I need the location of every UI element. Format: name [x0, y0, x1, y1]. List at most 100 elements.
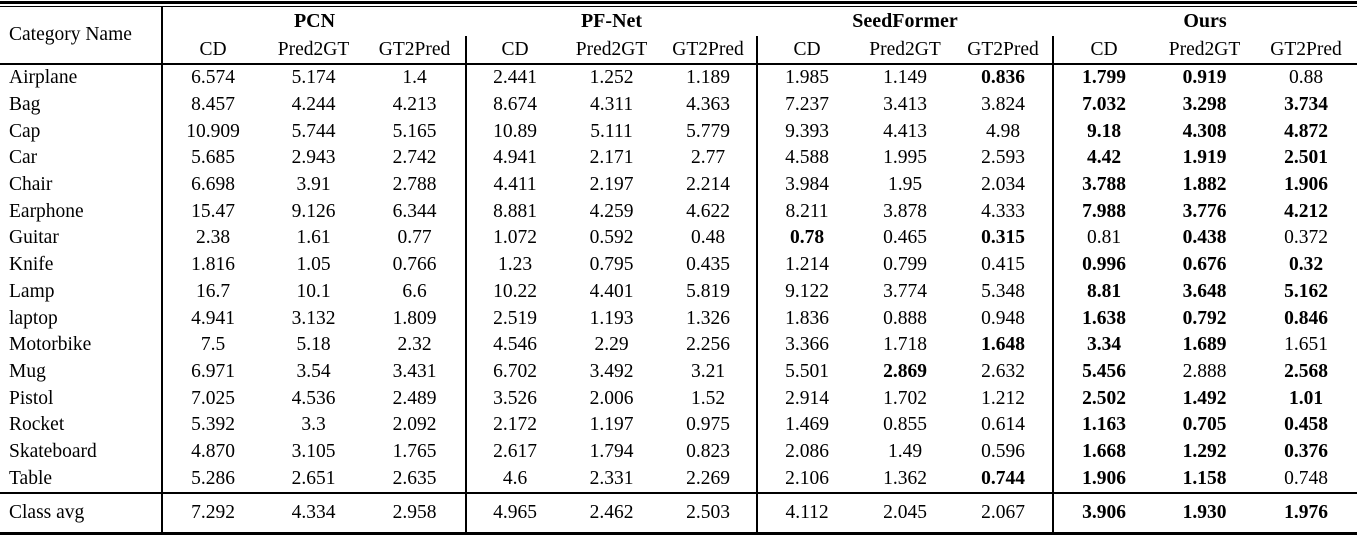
value-cell: 4.941: [465, 145, 564, 172]
table-bottom-rule: [0, 532, 1357, 535]
value-cell: 9.126: [291, 200, 336, 222]
group-header-row: Category Name PCN PF-Net SeedFormer Ours: [0, 7, 1357, 65]
value-cell: 2.197: [589, 174, 634, 196]
category-cell: Guitar: [9, 227, 59, 249]
value-cell: 1.05: [296, 254, 331, 276]
value-cell: 0.792: [1182, 307, 1227, 329]
value-cell: 2.067: [954, 492, 1054, 532]
value-cell: 2.519: [465, 305, 564, 332]
category-cell: Skateboard: [9, 440, 97, 462]
value-cell: 2.006: [589, 387, 634, 409]
value-cell: 1.189: [686, 67, 730, 89]
category-cell: Mug: [9, 360, 46, 382]
category-cell: Lamp: [9, 280, 55, 302]
value-cell: 0.376: [1284, 440, 1328, 462]
value-cell: 2.045: [856, 492, 955, 532]
column-header-cd: CD: [1052, 36, 1155, 65]
column-header-pred2gt: Pred2GT: [563, 36, 661, 65]
table-row: Bag 8.457 4.244 4.213 8.674 4.311 4.363 7.237 3.…: [0, 91, 1357, 119]
value-cell: 0.592: [589, 227, 634, 249]
value-cell: 2.331: [589, 467, 634, 489]
value-cell: 1.794: [589, 440, 634, 462]
value-cell: 0.372: [1284, 227, 1328, 249]
value-cell: 7.292: [161, 492, 263, 532]
value-cell: 4.42: [1052, 145, 1155, 172]
value-cell: 0.438: [1182, 227, 1227, 249]
table-body: Airplane 6.574 5.174 1.4 2.441 1.252 1.189 1.98…: [0, 64, 1357, 493]
value-cell: 1.214: [756, 251, 857, 279]
table-row: Rocket 5.392 3.3 2.092 2.172 1.197 0.975 1.469 0…: [0, 411, 1357, 439]
value-cell: 1.689: [1182, 334, 1227, 356]
value-cell: 4.965: [465, 492, 564, 532]
value-cell: 1.809: [392, 307, 437, 329]
column-header-pred2gt: Pred2GT: [263, 36, 364, 65]
category-cell: Motorbike: [9, 334, 92, 356]
table-footer: Class avg 7.292 4.334 2.958 4.965 2.462 2.503 4…: [0, 492, 1357, 532]
value-cell: 4.363: [686, 94, 730, 116]
value-cell: 3.91: [296, 174, 331, 196]
table-row: Airplane 6.574 5.174 1.4 2.441 1.252 1.189 1.98…: [0, 64, 1357, 92]
value-cell: 4.334: [263, 492, 364, 532]
value-cell: 4.401: [589, 280, 634, 302]
value-cell: 15.47: [161, 198, 263, 226]
value-cell: 10.909: [161, 118, 263, 146]
value-cell: 8.211: [756, 198, 857, 226]
value-cell: 1.985: [756, 64, 857, 92]
table-row: Guitar 2.38 1.61 0.77 1.072 0.592 0.48 0.78 0.46…: [0, 225, 1357, 252]
column-header-gt2pred: GT2Pred: [954, 36, 1054, 65]
value-cell: 0.996: [1052, 251, 1155, 279]
group-header-ours: Ours: [1183, 10, 1227, 32]
value-cell: 4.588: [756, 145, 857, 172]
value-cell: 1.072: [465, 225, 564, 252]
value-cell: 3.366: [756, 331, 857, 359]
value-cell: 4.98: [985, 120, 1021, 142]
table-row: Motorbike 7.5 5.18 2.32 4.546 2.29 2.256 3.366 1…: [0, 331, 1357, 359]
value-cell: 4.622: [686, 200, 730, 222]
table-row: Mug 6.971 3.54 3.431 6.702 3.492 3.21 5.501 2.86…: [0, 358, 1357, 386]
value-cell: 0.766: [392, 254, 437, 276]
value-cell: 2.77: [690, 147, 726, 169]
value-cell: 9.122: [756, 278, 857, 306]
value-cell: 1.23: [465, 251, 564, 279]
value-cell: 1.651: [1284, 334, 1328, 356]
value-cell: 2.172: [465, 411, 564, 439]
value-cell: 4.6: [465, 465, 564, 493]
value-cell: 4.112: [756, 492, 857, 532]
table-row: Car 5.685 2.943 2.742 4.941 2.171 2.77 4.588 1.9…: [0, 145, 1357, 172]
value-cell: 1.668: [1052, 438, 1155, 466]
value-cell: 2.501: [1284, 147, 1328, 169]
value-cell: 3.984: [756, 171, 857, 199]
value-cell: 2.914: [756, 385, 857, 412]
value-cell: 1.326: [686, 307, 730, 329]
value-cell: 1.362: [883, 467, 927, 489]
value-cell: 0.78: [756, 225, 857, 252]
value-cell: 7.237: [756, 91, 857, 119]
value-cell: 3.298: [1182, 94, 1227, 116]
value-cell: 1.95: [887, 174, 923, 196]
value-cell: 3.734: [1284, 94, 1328, 116]
table-header: Category Name PCN PF-Net SeedFormer Ours…: [0, 7, 1357, 65]
value-cell: 4.244: [291, 94, 336, 116]
value-cell: 0.77: [397, 227, 432, 249]
table-row: Pistol 7.025 4.536 2.489 3.526 2.006 1.52 2.914…: [0, 385, 1357, 412]
value-cell: 1.61: [296, 227, 331, 249]
value-cell: 0.823: [686, 440, 730, 462]
value-cell: 1.252: [589, 67, 634, 89]
value-cell: 5.174: [291, 67, 336, 89]
value-cell: 1.212: [981, 387, 1025, 409]
value-cell: 4.259: [589, 200, 634, 222]
results-table: Category Name PCN PF-Net SeedFormer Ours…: [0, 7, 1357, 532]
column-header-gt2pred: GT2Pred: [1255, 36, 1357, 65]
value-cell: 0.48: [690, 227, 726, 249]
value-cell: 4.308: [1182, 120, 1227, 142]
value-cell: 1.836: [756, 305, 857, 332]
column-header-gt2pred: GT2Pred: [660, 36, 758, 65]
column-header-pred2gt: Pred2GT: [1154, 36, 1256, 65]
value-cell: 1.638: [1052, 305, 1155, 332]
value-cell: 2.32: [397, 334, 432, 356]
value-cell: 1.906: [1052, 465, 1155, 493]
corner-header: Category Name: [0, 7, 163, 65]
value-cell: 2.38: [161, 225, 263, 252]
value-cell: 0.888: [883, 307, 927, 329]
value-cell: 0.975: [686, 414, 730, 436]
